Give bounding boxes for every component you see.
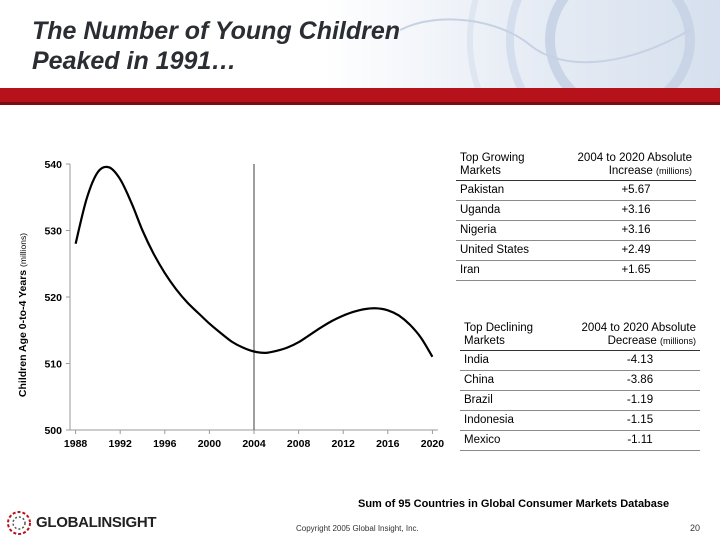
x-tick-label: 2008 xyxy=(287,438,311,450)
title-line-1: The Number of Young Children xyxy=(32,17,401,45)
growing-market-name: Nigeria xyxy=(460,224,497,236)
declining-col2-header-line2: Decrease (millions) xyxy=(582,335,696,348)
chart-footnote: Sum of 95 Countries in Global Consumer M… xyxy=(358,498,670,510)
x-tick-label: 1996 xyxy=(153,438,177,450)
declining-market-name: Mexico xyxy=(464,434,501,446)
growing-market-name: Iran xyxy=(460,264,480,276)
declining-market-name: Brazil xyxy=(464,394,493,406)
globe-decoration xyxy=(399,0,720,88)
growing-change-value: +3.16 xyxy=(621,204,651,216)
series-layer xyxy=(74,165,434,358)
growing-col2-header-line1: 2004 to 2020 Absolute xyxy=(577,152,692,164)
x-tick-label: 2012 xyxy=(332,438,356,450)
growing-change-value: +1.65 xyxy=(621,264,651,276)
declining-col2-header-line1: 2004 to 2020 Absolute xyxy=(581,322,696,334)
declining-col1-header-line2: Markets xyxy=(464,335,505,347)
declining-row: Mexico -1.11 xyxy=(460,431,700,451)
y-axis-label-main: Children Age 0-to-4 Years xyxy=(17,267,29,397)
series-line xyxy=(74,165,434,358)
declining-change-value: -4.13 xyxy=(626,354,654,366)
declining-market-name: Indonesia xyxy=(464,414,514,426)
y-tick-label: 500 xyxy=(44,425,62,437)
declining-row: Indonesia -1.15 xyxy=(460,411,700,431)
growing-row: Uganda +3.16 xyxy=(456,201,696,221)
declining-change-value: -3.86 xyxy=(626,374,654,386)
growing-col2-header: 2004 to 2020 Absolute Increase (millions… xyxy=(578,152,692,178)
declining-col2-header-text: Decrease xyxy=(607,335,660,347)
y-axis-label-unit: (millions) xyxy=(18,233,28,267)
declining-change-value: -1.15 xyxy=(626,414,654,426)
title-line-2: Peaked in 1991… xyxy=(32,47,237,75)
tick-label-layer: 500 510 520 530 540 1988 1992 1996 2000 2004 2008 2… xyxy=(44,159,444,450)
declining-market-name: India xyxy=(464,354,489,366)
x-tick-label: 2016 xyxy=(376,438,400,450)
growing-row: Iran +1.65 xyxy=(456,261,696,281)
x-tick-label: 1988 xyxy=(64,438,88,450)
globe-logo-icon xyxy=(7,511,31,535)
growing-change-value: +2.49 xyxy=(621,244,651,256)
declining-col1-header: Top Declining Markets xyxy=(464,322,533,348)
copyright-notice: Copyright 2005 Global Insight, Inc. xyxy=(296,524,419,533)
growing-table-header: Top Growing Markets 2004 to 2020 Absolut… xyxy=(456,152,696,181)
declining-markets-table: Top Declining Markets 2004 to 2020 Absol… xyxy=(460,322,700,451)
line-chart: 500 510 520 530 540 1988 1992 1996 2000 2004 2008 2… xyxy=(17,159,444,450)
growing-change-value: +5.67 xyxy=(621,184,651,196)
declining-market-name: China xyxy=(464,374,495,386)
header-banner xyxy=(0,0,720,88)
growing-row: United States +2.49 xyxy=(456,241,696,261)
growing-col1-header: Top Growing Markets xyxy=(460,152,525,178)
company-logo: GLOBALINSIGHT xyxy=(6,508,186,536)
x-tick-label: 2004 xyxy=(242,438,266,450)
logo-wordmark: GLOBALINSIGHT xyxy=(36,514,157,531)
growing-row: Nigeria +3.16 xyxy=(456,221,696,241)
x-tick-label: 2020 xyxy=(421,438,445,450)
y-tick-label: 520 xyxy=(44,292,62,304)
declining-change-value: -1.11 xyxy=(627,434,653,446)
y-tick-label: 540 xyxy=(44,159,62,171)
y-tick-label: 530 xyxy=(44,226,62,238)
growing-row: Pakistan +5.67 xyxy=(456,181,696,201)
growing-col2-header-text: Increase xyxy=(608,165,656,177)
y-tick-label: 510 xyxy=(44,359,62,371)
y-axis-label: Children Age 0-to-4 Years (millions) xyxy=(17,233,29,397)
growing-market-name: Uganda xyxy=(460,204,501,216)
page-title: The Number of Young Children Peaked in 1… xyxy=(32,16,400,76)
x-tick-label: 1992 xyxy=(109,438,133,450)
declining-change-value: -1.19 xyxy=(626,394,654,406)
red-divider-shadow xyxy=(0,102,720,105)
growing-market-name: United States xyxy=(460,244,530,256)
growing-col2-header-unit: (millions) xyxy=(656,166,692,176)
growing-market-name: Pakistan xyxy=(460,184,505,196)
declining-row: Brazil -1.19 xyxy=(460,391,700,411)
declining-table-header: Top Declining Markets 2004 to 2020 Absol… xyxy=(460,322,700,351)
x-tick-label: 2000 xyxy=(198,438,222,450)
chart-axes xyxy=(66,163,438,434)
declining-col2-header-unit: (millions) xyxy=(660,336,696,346)
red-divider-bar xyxy=(0,88,720,102)
declining-row: India -4.13 xyxy=(460,351,700,371)
growing-table-body: Pakistan +5.67 Uganda +3.16 Nigeria +3.16 Unit… xyxy=(456,181,696,281)
page-number: 20 xyxy=(690,523,701,533)
growing-col2-header-line2: Increase (millions) xyxy=(578,165,692,178)
declining-col1-header-line1: Top Declining xyxy=(464,322,534,334)
growing-col1-header-line1: Top Growing xyxy=(460,152,525,164)
declining-row: China -3.86 xyxy=(460,371,700,391)
growing-col1-header-line2: Markets xyxy=(460,165,501,177)
declining-table-body: India -4.13 China -3.86 Brazil -1.19 Indonesia… xyxy=(460,351,700,451)
growing-markets-table: Top Growing Markets 2004 to 2020 Absolut… xyxy=(456,152,696,281)
growing-change-value: +3.16 xyxy=(621,224,651,236)
declining-col2-header: 2004 to 2020 Absolute Decrease (millions… xyxy=(582,322,696,348)
